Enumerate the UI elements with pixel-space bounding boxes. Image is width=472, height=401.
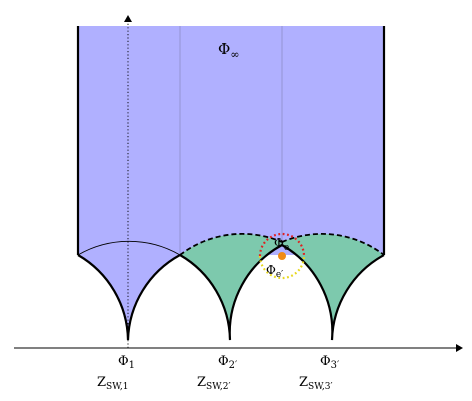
- phi-infinity-label: Φ∞: [218, 40, 239, 61]
- dashed-arc-middle: [179, 232, 283, 256]
- upper-region: [78, 26, 384, 340]
- phi-e-prime-label: Φe′: [266, 263, 283, 280]
- dotted-circle-top: [258, 232, 306, 257]
- cusp-1-z-label: ZSW,1: [97, 375, 128, 392]
- cusp-2-phi-label: Φ2′: [218, 354, 238, 371]
- cusp-arcs: [77, 243, 385, 341]
- cusp-3-phi-label: Φ3′: [320, 354, 340, 371]
- cusp-3-z-label: ZSW,3′: [299, 375, 333, 392]
- dotted-circle-bottom: [258, 255, 306, 280]
- dashed-arc-right: [281, 232, 385, 256]
- phi-e-label: Φe: [274, 236, 289, 253]
- special-point: [278, 252, 286, 260]
- cusp-2-z-label: ZSW,2′: [197, 375, 231, 392]
- cusp-1-phi-label: Φ1: [118, 354, 135, 371]
- left-thin-arc: [77, 240, 181, 256]
